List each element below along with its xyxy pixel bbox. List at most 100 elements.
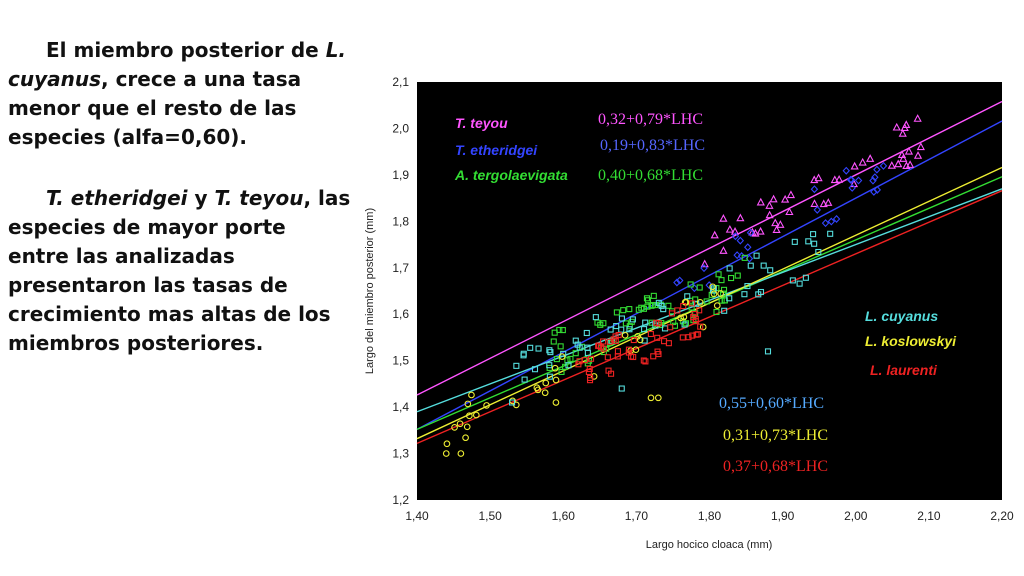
data-point (696, 307, 703, 314)
x-tick-label: 1,40 (405, 509, 429, 523)
data-point (533, 384, 541, 392)
data-point (649, 302, 657, 309)
data-point (854, 176, 863, 185)
data-point (842, 166, 850, 175)
data-point (894, 159, 903, 168)
data-point (810, 199, 819, 207)
data-point (827, 230, 834, 237)
data-point (680, 302, 687, 310)
data-point (696, 299, 704, 306)
data-point (744, 283, 751, 290)
data-point (644, 297, 652, 304)
data-point (552, 399, 560, 406)
data-point (791, 238, 798, 245)
x-tick-label: 2,20 (990, 509, 1014, 523)
paragraph-etheridgei-teyou: T. etheridgei y T. teyou, las especies d… (8, 184, 353, 358)
data-point (726, 265, 733, 272)
data-point (689, 300, 696, 307)
data-point (654, 394, 662, 402)
data-point (660, 306, 667, 313)
data-point (462, 434, 469, 442)
p2-text-b: , las especies de mayor porte entre las … (8, 186, 351, 355)
data-point (667, 324, 674, 331)
data-point (858, 157, 867, 166)
data-point (830, 175, 839, 184)
data-point (681, 321, 688, 328)
axis-ticks: 1,40 1,50 1,60 1,70 1,80 1,90 2,00 2,10 2,20 1,2 1… (392, 75, 1014, 523)
x-tick-label: 1,80 (698, 509, 722, 523)
regression-line (416, 120, 1003, 431)
data-point (713, 308, 720, 316)
data-point (697, 323, 704, 330)
data-point (648, 302, 655, 309)
data-point (527, 344, 534, 351)
data-point (546, 373, 553, 380)
data-point (693, 300, 700, 307)
data-point (640, 357, 647, 364)
data-point (608, 370, 615, 377)
data-point (483, 402, 490, 409)
data-point (771, 218, 780, 227)
data-point (898, 129, 907, 137)
data-point (576, 358, 583, 365)
data-point (642, 319, 649, 326)
data-point (734, 272, 741, 279)
y-tick-label: 1,5 (392, 354, 409, 368)
data-point (789, 277, 796, 284)
p2-species-1: T. etheridgei (46, 186, 188, 210)
data-point (630, 336, 637, 344)
data-point (819, 199, 828, 208)
data-point (866, 154, 875, 162)
data-point (658, 302, 665, 309)
data-point (719, 214, 728, 222)
data-point (720, 286, 728, 293)
y-axis-label: Largo del miembro posterior (mm) (364, 208, 376, 374)
data-point (553, 356, 560, 363)
data-point (728, 274, 735, 282)
data-point (456, 420, 464, 428)
legend-entry: L. cuyanus (865, 308, 938, 324)
data-point (764, 348, 772, 355)
data-point (719, 246, 728, 254)
data-point (574, 341, 581, 348)
data-point (640, 305, 647, 312)
data-point (472, 411, 480, 419)
data-point (550, 338, 557, 345)
data-point (643, 295, 651, 302)
data-point (636, 336, 644, 344)
plot-area (417, 82, 1002, 500)
data-point (767, 267, 774, 274)
data-point (772, 225, 781, 234)
data-point (551, 329, 558, 336)
data-point (900, 123, 909, 132)
paragraph-cuyanus: El miembro posterior de L. cuyanus, crec… (8, 36, 353, 152)
data-point (630, 353, 637, 361)
data-point (559, 327, 566, 334)
data-point (756, 197, 765, 206)
p2-and: y (187, 186, 215, 210)
data-point (606, 338, 613, 345)
data-point (710, 290, 718, 298)
data-point (760, 262, 767, 269)
data-point (535, 345, 542, 352)
data-point (629, 316, 636, 323)
data-point (757, 288, 765, 296)
p2-species-2: T. teyou (214, 186, 304, 210)
data-point (747, 262, 754, 269)
equation-label: 0,55+0,60*LHC (719, 395, 824, 412)
data-point (717, 290, 724, 297)
y-tick-label: 1,6 (392, 307, 409, 321)
legend-entry: L. koslowskyi (865, 333, 957, 349)
data-point (748, 227, 757, 236)
data-point (443, 440, 451, 448)
data-point (541, 389, 549, 397)
data-point (786, 190, 796, 199)
data-point (847, 175, 856, 184)
data-point (810, 185, 819, 194)
data-point (835, 174, 844, 183)
data-point (562, 363, 569, 370)
data-point (805, 238, 812, 245)
data-point (463, 423, 471, 431)
p1-text-a: El miembro posterior de (46, 38, 326, 62)
data-point (736, 213, 745, 222)
